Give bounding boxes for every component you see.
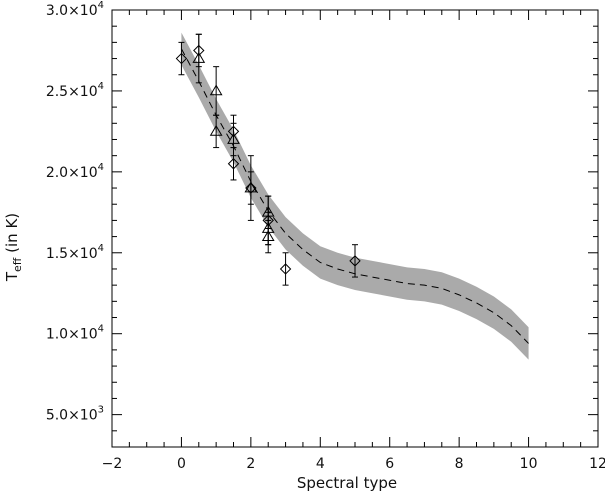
y-axis-label-sub: eff: [11, 257, 24, 272]
diamond-marker: [245, 182, 257, 194]
triangle-marker: [244, 181, 258, 193]
y-tick-label: 1.5×104: [46, 243, 104, 262]
y-tick-mantissa: 5.0×10: [46, 408, 98, 424]
diamond-marker: [349, 255, 361, 267]
diamond-marker: [227, 125, 240, 138]
y-tick-mantissa: 1.5×10: [46, 246, 98, 262]
plot-frame: [111, 9, 599, 448]
errorbar-layer: [178, 33, 358, 286]
y-tick-mantissa: 2.0×10: [46, 165, 98, 181]
x-tick-label: −2: [102, 456, 123, 472]
x-axis-label: Spectral type: [297, 474, 397, 492]
y-tick-label: 5.0×103: [46, 405, 104, 424]
triangle-marker: [209, 84, 223, 96]
triangle-marker: [261, 205, 275, 217]
diamond-marker: [262, 214, 274, 227]
x-tick-label: 6: [385, 456, 394, 472]
y-tick-mantissa: 1.0×10: [46, 327, 98, 343]
marker-layer: [175, 44, 361, 275]
y-tick-label: 3.0×104: [46, 0, 104, 19]
y-tick-exponent: 3: [98, 405, 104, 416]
y-tick-exponent: 4: [98, 162, 104, 173]
y-tick-label: 2.5×104: [46, 81, 104, 100]
y-tick-exponent: 4: [98, 324, 104, 335]
y-axis-label-main: T: [3, 271, 21, 282]
y-tick-label: 1.0×104: [46, 324, 104, 343]
y-tick-exponent: 4: [98, 0, 104, 11]
x-tick-label: 8: [455, 456, 464, 472]
diamond-marker: [193, 44, 205, 57]
plot-band-layer: [181, 32, 529, 360]
diamond-marker: [175, 52, 188, 65]
triangle-marker: [261, 230, 275, 241]
y-tick-exponent: 4: [98, 243, 104, 254]
y-tick-label: 2.0×104: [46, 162, 104, 181]
x-tick-label: 10: [520, 456, 538, 472]
triangle-marker: [209, 124, 223, 136]
y-tick-mantissa: 3.0×10: [46, 3, 98, 19]
triangle-marker: [261, 222, 275, 233]
tick-layer: [111, 9, 599, 447]
y-tick-labels: 5.0×1031.0×1041.5×1042.0×1042.5×1043.0×1…: [46, 0, 104, 424]
x-tick-label: 0: [177, 456, 186, 472]
x-tick-label: 12: [589, 456, 605, 472]
x-tick-labels: −2 0 2 4 6 8 10 12: [102, 456, 605, 472]
fit-uncertainty-band: [181, 32, 529, 360]
diamond-marker: [227, 158, 240, 170]
y-axis-label: Teff (in K): [3, 213, 24, 282]
y-tick-exponent: 4: [98, 81, 104, 92]
diamond-marker: [279, 263, 292, 275]
x-tick-label: 2: [246, 456, 255, 472]
y-axis-label-rest: (in K): [3, 213, 21, 258]
x-tick-label: 4: [316, 456, 325, 472]
y-tick-mantissa: 2.5×10: [46, 84, 98, 100]
triangle-marker: [192, 52, 206, 63]
triangle-marker: [227, 132, 240, 144]
